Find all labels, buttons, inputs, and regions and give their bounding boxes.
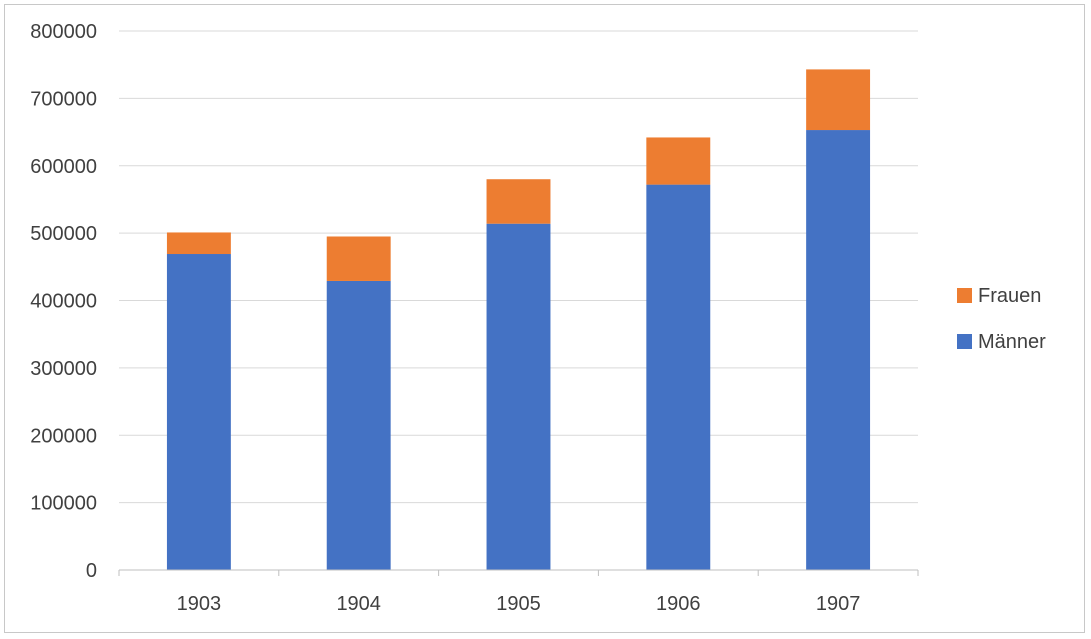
bar-m-nner-1905 (486, 223, 551, 570)
bar-frauen-1903 (166, 232, 231, 255)
x-tick-label: 1905 (496, 593, 541, 615)
x-axis (118, 569, 919, 576)
bars (166, 69, 871, 571)
legend-swatch (957, 288, 972, 303)
y-tick-label: 500000 (30, 223, 97, 245)
y-axis-tick-labels: 0 100000 200000 300000 400000 500000 600000 700… (30, 21, 97, 582)
y-tick-label: 600000 (30, 156, 97, 178)
y-tick-label: 400000 (30, 291, 97, 313)
bar-frauen-1907 (806, 69, 871, 131)
x-tick-label: 1907 (816, 593, 861, 615)
legend: Frauen Männer (957, 285, 1046, 353)
bar-frauen-1905 (486, 179, 551, 224)
bar-m-nner-1906 (646, 184, 711, 571)
y-tick-label: 200000 (30, 425, 97, 447)
x-tick-label: 1903 (177, 593, 222, 615)
y-tick-label: 700000 (30, 88, 97, 110)
legend-label: Frauen (978, 285, 1041, 307)
x-tick-label: 1904 (336, 593, 381, 615)
y-tick-label: 800000 (30, 21, 97, 43)
legend-label: Männer (978, 331, 1046, 353)
y-tick-label: 300000 (30, 358, 97, 380)
y-tick-label: 100000 (30, 493, 97, 515)
bar-frauen-1906 (646, 137, 711, 185)
bar-m-nner-1903 (166, 254, 231, 571)
x-tick-label: 1906 (656, 593, 701, 615)
bar-frauen-1904 (326, 236, 391, 281)
bar-m-nner-1907 (806, 130, 871, 570)
bar-m-nner-1904 (326, 280, 391, 570)
y-tick-label: 0 (86, 560, 97, 582)
x-axis-tick-labels: 1903 1904 1905 1906 1907 (177, 593, 861, 615)
legend-swatch (957, 334, 972, 349)
